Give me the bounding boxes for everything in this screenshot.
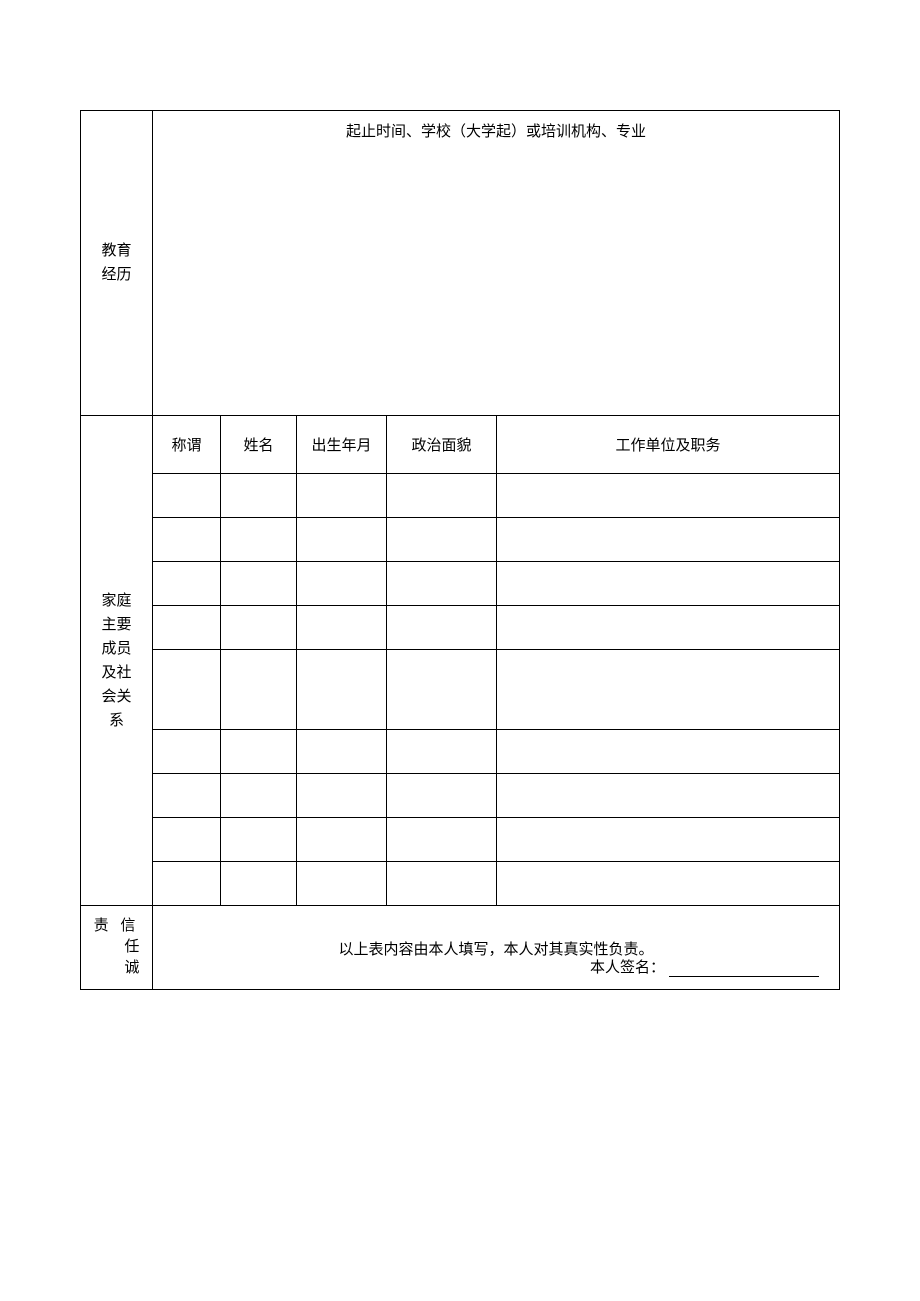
cell-dob [297, 562, 387, 606]
cell-name [221, 818, 297, 862]
family-side-label: 家庭主要成员及社会关系 [81, 416, 153, 906]
family-label-line: 会关 [81, 685, 152, 709]
col-name-header: 姓名 [221, 416, 297, 474]
cell-name [221, 474, 297, 518]
col-relation-header: 称谓 [153, 416, 221, 474]
resp-line2: 任 [94, 937, 140, 958]
cell-relation [153, 606, 221, 650]
family-label-line: 主要 [81, 613, 152, 637]
declaration-side-label: 责 信 任 诚 [81, 906, 153, 990]
declaration-cell: 以上表内容由本人填写，本人对其真实性负责。 本人签名： [153, 906, 840, 990]
col-dob-header: 出生年月 [297, 416, 387, 474]
family-label-line: 成员 [81, 637, 152, 661]
cell-workplace [497, 774, 840, 818]
cell-dob [297, 730, 387, 774]
cell-relation [153, 562, 221, 606]
cell-name [221, 518, 297, 562]
education-body-row [81, 151, 840, 416]
signature-label: 本人签名： [590, 960, 665, 976]
cell-relation [153, 518, 221, 562]
cell-political [387, 606, 497, 650]
family-row [81, 606, 840, 650]
family-label-line: 家庭 [81, 589, 152, 613]
cell-dob [297, 606, 387, 650]
family-row [81, 774, 840, 818]
cell-workplace [497, 518, 840, 562]
family-label-line: 及社 [81, 661, 152, 685]
resp-line1: 责 信 [94, 916, 140, 937]
family-header-row: 家庭主要成员及社会关系 称谓 姓名 出生年月 政治面貌 工作单位及职务 [81, 416, 840, 474]
cell-workplace [497, 474, 840, 518]
cell-name [221, 606, 297, 650]
cell-workplace [497, 606, 840, 650]
education-header-row: 教育 经历 起止时间、学校（大学起）或培训机构、专业 [81, 111, 840, 151]
cell-relation [153, 650, 221, 730]
family-row [81, 474, 840, 518]
cell-political [387, 774, 497, 818]
cell-name [221, 650, 297, 730]
education-side-label: 教育 经历 [81, 111, 153, 416]
col-political-header: 政治面貌 [387, 416, 497, 474]
col-workplace-header: 工作单位及职务 [497, 416, 840, 474]
cell-dob [297, 474, 387, 518]
family-row [81, 518, 840, 562]
cell-political [387, 730, 497, 774]
cell-political [387, 562, 497, 606]
family-row [81, 862, 840, 906]
cell-workplace [497, 818, 840, 862]
cell-political [387, 650, 497, 730]
cell-name [221, 774, 297, 818]
cell-political [387, 474, 497, 518]
cell-political [387, 518, 497, 562]
family-row [81, 818, 840, 862]
family-row [81, 562, 840, 606]
edu-label-2: 经历 [81, 263, 152, 287]
cell-relation [153, 818, 221, 862]
cell-name [221, 562, 297, 606]
declaration-row: 责 信 任 诚 以上表内容由本人填写，本人对其真实性负责。 本人签名： [81, 906, 840, 990]
cell-relation [153, 730, 221, 774]
form-table: 教育 经历 起止时间、学校（大学起）或培训机构、专业 家庭主要成员及社会关系 称… [80, 110, 840, 990]
cell-dob [297, 518, 387, 562]
family-label-line: 系 [81, 709, 152, 733]
cell-relation [153, 862, 221, 906]
cell-name [221, 730, 297, 774]
cell-political [387, 818, 497, 862]
family-row [81, 730, 840, 774]
cell-dob [297, 774, 387, 818]
cell-political [387, 862, 497, 906]
signature-line [669, 976, 819, 977]
resp-line3: 诚 [94, 958, 140, 979]
cell-dob [297, 818, 387, 862]
cell-dob [297, 862, 387, 906]
education-body [153, 151, 840, 416]
family-row [81, 650, 840, 730]
cell-workplace [497, 562, 840, 606]
cell-dob [297, 650, 387, 730]
cell-workplace [497, 730, 840, 774]
cell-workplace [497, 862, 840, 906]
cell-relation [153, 474, 221, 518]
signature-block: 本人签名： [590, 956, 819, 977]
cell-name [221, 862, 297, 906]
edu-label-1: 教育 [81, 239, 152, 263]
cell-workplace [497, 650, 840, 730]
cell-relation [153, 774, 221, 818]
education-header: 起止时间、学校（大学起）或培训机构、专业 [153, 111, 840, 151]
